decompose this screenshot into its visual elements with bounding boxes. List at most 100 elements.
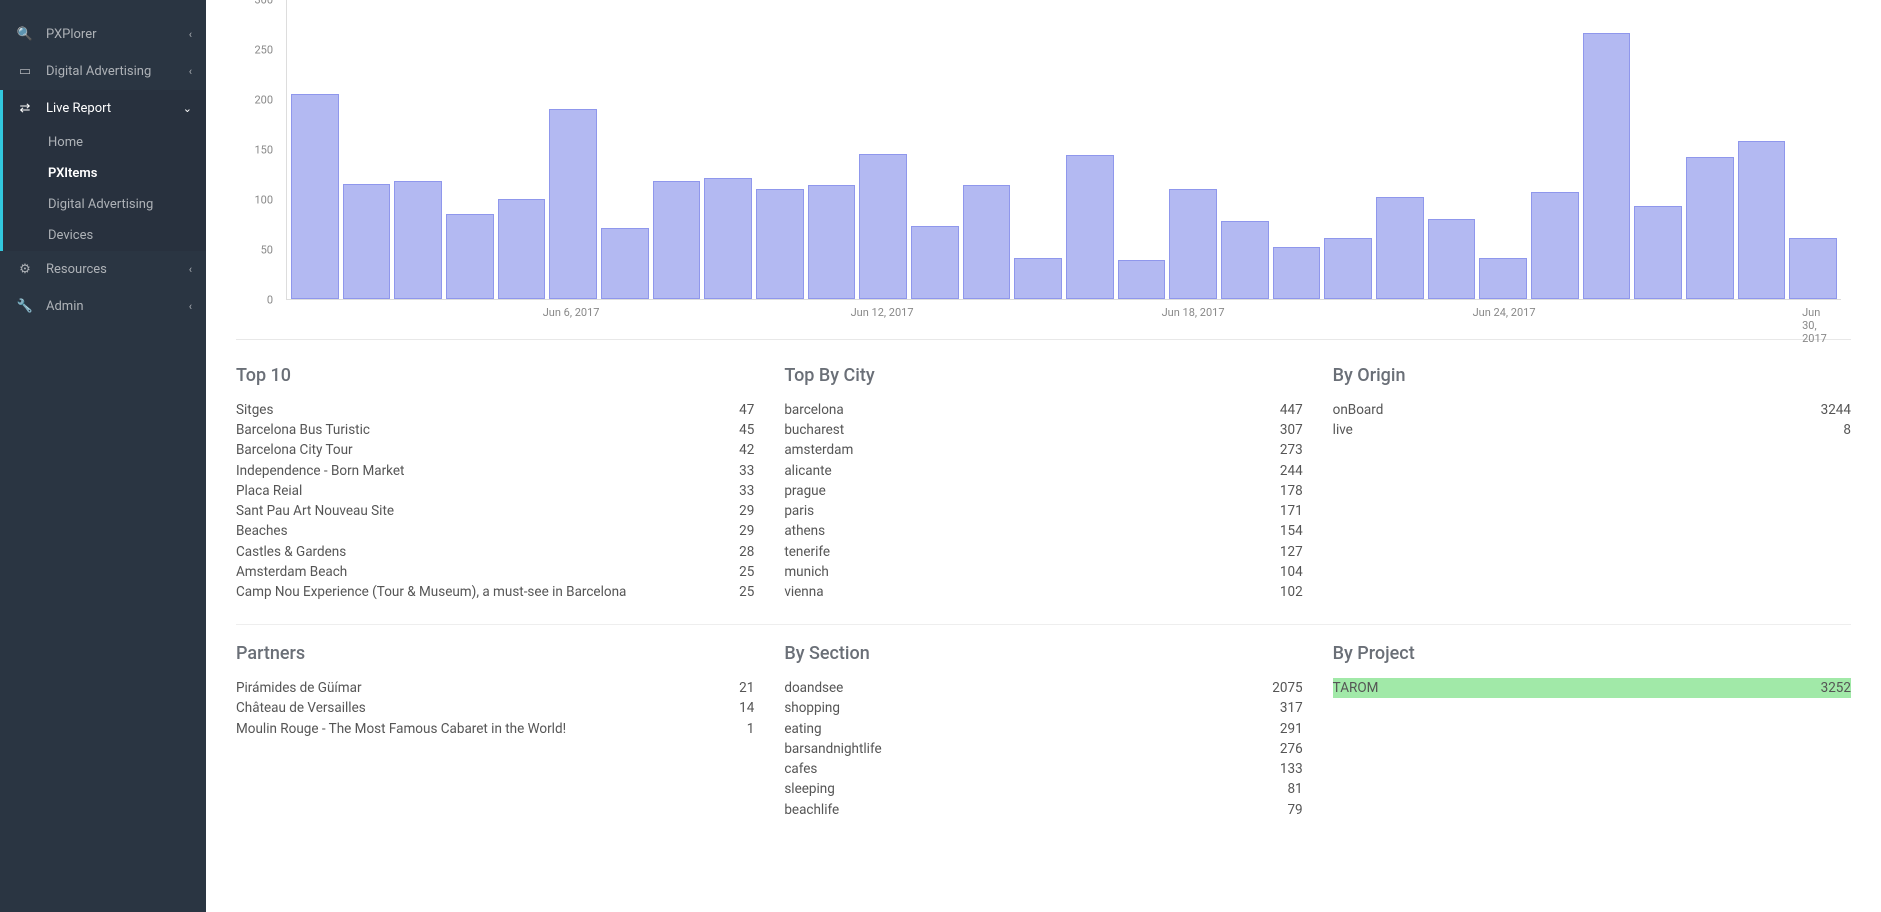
panel-top10: Top 10 Sitges47Barcelona Bus Turistic45B… — [236, 365, 754, 602]
chart-bar[interactable] — [911, 226, 959, 299]
list-item[interactable]: beachlife79 — [784, 800, 1302, 820]
list-by-project: TAROM3252 — [1333, 678, 1851, 698]
list-item[interactable]: athens154 — [784, 521, 1302, 541]
chart-bar[interactable] — [1531, 192, 1579, 299]
sidebar-item-live-report[interactable]: ⇄Live Report⌄ — [0, 90, 206, 127]
chart-bar[interactable] — [963, 185, 1011, 299]
sidebar-subitem-home[interactable]: Home — [3, 127, 206, 158]
list-item-value: 291 — [1263, 720, 1303, 738]
chart-bar[interactable] — [1583, 33, 1631, 299]
chart-bar[interactable] — [1479, 258, 1527, 299]
list-item[interactable]: eating291 — [784, 719, 1302, 739]
chart-bar[interactable] — [1738, 141, 1786, 299]
chevron-icon: ‹ — [189, 65, 192, 78]
chart-bar[interactable] — [549, 109, 597, 299]
x-tick-label: Jun 24, 2017 — [1473, 306, 1536, 319]
sidebar-item-digital-advertising[interactable]: ▭Digital Advertising‹ — [0, 53, 206, 90]
chart-bar[interactable] — [1169, 189, 1217, 299]
list-item[interactable]: cafes133 — [784, 759, 1302, 779]
list-item[interactable]: bucharest307 — [784, 420, 1302, 440]
list-item[interactable]: paris171 — [784, 501, 1302, 521]
list-item[interactable]: Castles & Gardens28 — [236, 542, 754, 562]
list-item[interactable]: Independence - Born Market33 — [236, 461, 754, 481]
list-item-value: 447 — [1263, 401, 1303, 419]
list-item-value: 47 — [714, 401, 754, 419]
chart-bar[interactable] — [1686, 157, 1734, 299]
list-item[interactable]: Beaches29 — [236, 521, 754, 541]
chart-bar[interactable] — [446, 214, 494, 299]
chart-bar[interactable] — [704, 178, 752, 299]
list-item-value: 178 — [1263, 482, 1303, 500]
list-item-value: 29 — [714, 522, 754, 540]
list-by-origin: onBoard3244live8 — [1333, 400, 1851, 440]
list-item[interactable]: amsterdam273 — [784, 440, 1302, 460]
y-tick-label: 0 — [267, 294, 273, 307]
chart-bar[interactable] — [1221, 221, 1269, 299]
list-item-value: 3244 — [1811, 401, 1851, 419]
list-item[interactable]: shopping317 — [784, 698, 1302, 718]
divider — [236, 624, 1851, 625]
sidebar-item-pxplorer[interactable]: 🔍PXPlorer‹ — [0, 16, 206, 53]
list-item-key: beachlife — [784, 801, 1262, 819]
sidebar-item-admin[interactable]: 🔧Admin‹ — [0, 288, 206, 325]
list-item-value: 79 — [1263, 801, 1303, 819]
chart-bar[interactable] — [291, 94, 339, 299]
list-item[interactable]: sleeping81 — [784, 779, 1302, 799]
list-item[interactable]: onBoard3244 — [1333, 400, 1851, 420]
chart-bar[interactable] — [601, 228, 649, 299]
list-item[interactable]: Barcelona City Tour42 — [236, 440, 754, 460]
list-item[interactable]: Amsterdam Beach25 — [236, 562, 754, 582]
list-item[interactable]: Sitges47 — [236, 400, 754, 420]
list-item-value: 28 — [714, 543, 754, 561]
sidebar-subitem-digital-advertising[interactable]: Digital Advertising — [3, 189, 206, 220]
list-item[interactable]: Pirámides de Güímar21 — [236, 678, 754, 698]
sidebar-icon: ⇄ — [16, 101, 34, 116]
sidebar-item-resources[interactable]: ⚙Resources‹ — [0, 251, 206, 288]
list-item-key: Sitges — [236, 401, 714, 419]
sidebar-subitem-devices[interactable]: Devices — [3, 220, 206, 251]
chart-bar[interactable] — [756, 189, 804, 299]
list-item-key: Moulin Rouge - The Most Famous Cabaret i… — [236, 720, 714, 738]
list-item-value: 8 — [1811, 421, 1851, 439]
sidebar-subitem-pxitems[interactable]: PXItems — [3, 158, 206, 189]
list-item[interactable]: Placa Reial33 — [236, 481, 754, 501]
chart-bar[interactable] — [1789, 238, 1837, 299]
list-item[interactable]: munich104 — [784, 562, 1302, 582]
chart-bar[interactable] — [808, 185, 856, 299]
list-item-key: barsandnightlife — [784, 740, 1262, 758]
chart-bar[interactable] — [1324, 238, 1372, 299]
list-item[interactable]: barsandnightlife276 — [784, 739, 1302, 759]
list-item[interactable]: prague178 — [784, 481, 1302, 501]
list-item[interactable]: tenerife127 — [784, 542, 1302, 562]
chart-bar[interactable] — [1273, 247, 1321, 299]
chart-bar[interactable] — [498, 199, 546, 299]
chart-bar[interactable] — [1014, 258, 1062, 299]
chart-bar[interactable] — [1118, 260, 1166, 299]
y-tick-label: 150 — [254, 144, 273, 157]
chart-bar[interactable] — [1066, 155, 1114, 299]
chart-bar[interactable] — [343, 184, 391, 299]
list-item[interactable]: Moulin Rouge - The Most Famous Cabaret i… — [236, 719, 754, 739]
list-item[interactable]: Barcelona Bus Turistic45 — [236, 420, 754, 440]
list-item[interactable]: Sant Pau Art Nouveau Site29 — [236, 501, 754, 521]
list-item-key: vienna — [784, 583, 1262, 601]
list-item-key: doandsee — [784, 679, 1262, 697]
list-item[interactable]: Château de Versailles14 — [236, 698, 754, 718]
list-item-key: Château de Versailles — [236, 699, 714, 717]
list-item[interactable]: TAROM3252 — [1333, 678, 1851, 698]
list-item[interactable]: alicante244 — [784, 461, 1302, 481]
chart-bar[interactable] — [1376, 197, 1424, 299]
chart-bar[interactable] — [1634, 206, 1682, 299]
list-item-key: munich — [784, 563, 1262, 581]
chart-bar[interactable] — [1428, 219, 1476, 299]
list-item[interactable]: barcelona447 — [784, 400, 1302, 420]
list-top10: Sitges47Barcelona Bus Turistic45Barcelon… — [236, 400, 754, 602]
list-item[interactable]: live8 — [1333, 420, 1851, 440]
list-item[interactable]: doandsee2075 — [784, 678, 1302, 698]
list-item[interactable]: Camp Nou Experience (Tour & Museum), a m… — [236, 582, 754, 602]
list-item-value: 81 — [1263, 780, 1303, 798]
chart-bar[interactable] — [859, 154, 907, 299]
chart-bar[interactable] — [394, 181, 442, 299]
list-item[interactable]: vienna102 — [784, 582, 1302, 602]
chart-bar[interactable] — [653, 181, 701, 299]
